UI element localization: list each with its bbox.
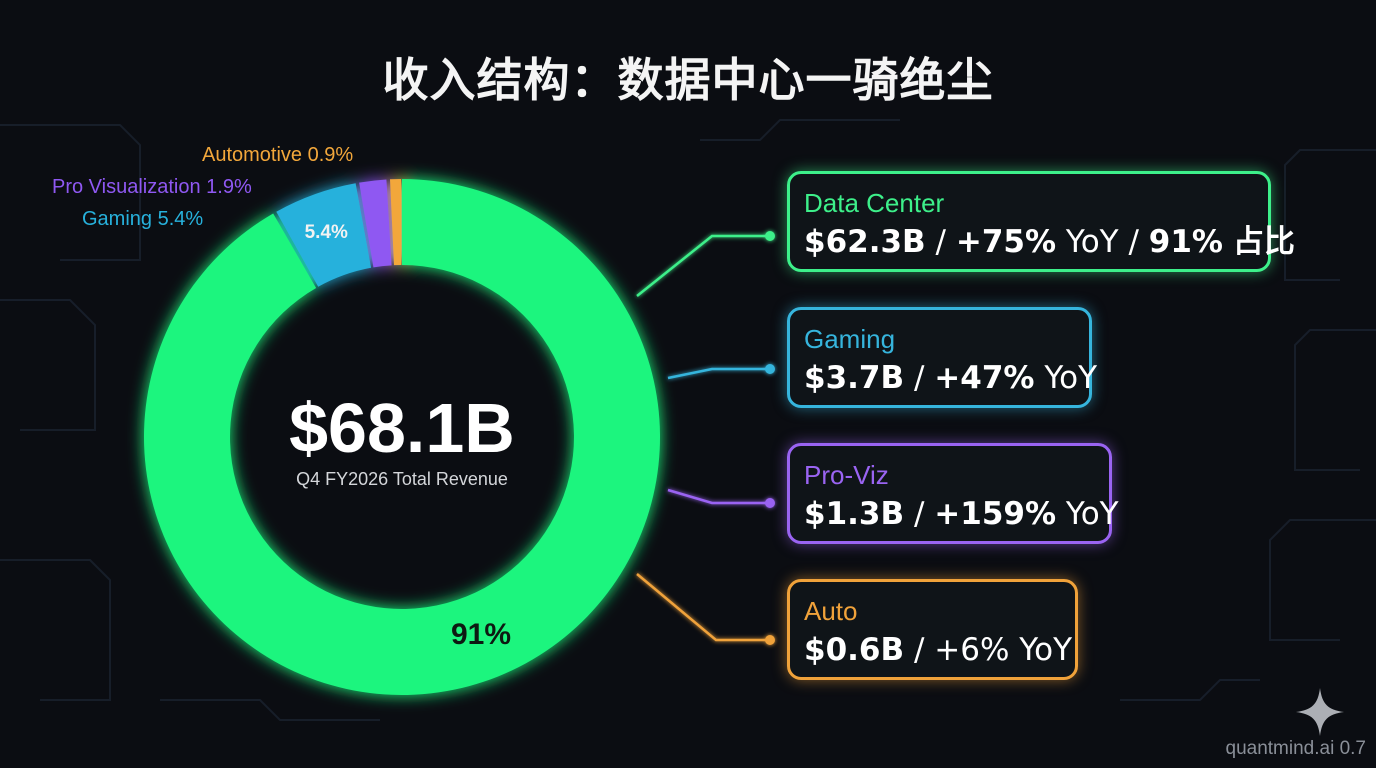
card-share-unit: 占比 [1232,224,1295,260]
card-stats: $3.7B / +47% YoY [804,360,1098,396]
card-yoy-unit: YoY [1065,496,1119,532]
connector-dot [765,364,775,374]
card-yoy-value: +75% [955,224,1057,260]
card-yoy-unit: YoY [1065,224,1119,260]
card-name: Pro-Viz [804,460,889,490]
connector-dot [765,231,775,241]
connector-line [636,573,770,642]
slice-inner-label: 91% [451,618,512,651]
card-name: Auto [804,596,858,626]
slice-outer-label: Automotive 0.9% [202,144,354,166]
page-title: 收入结构：数据中心一骑绝尘 [382,53,994,107]
card-yoy-value: +6% [934,632,1010,668]
card-stats: $62.3B / +75% YoY / 91% 占比 [804,224,1295,260]
slice-data-center [143,179,660,695]
card-share-value: 91% [1148,224,1223,260]
slice-inner-label: 5.4% [304,221,348,243]
slice-gaming [276,183,372,287]
card-revenue: $62.3B [804,224,926,260]
card-auto: Auto $0.6B / +6% YoY [787,579,1078,680]
card-yoy-value: +159% [934,496,1057,532]
card-revenue: $0.6B [804,632,905,668]
card-name: Gaming [804,324,896,354]
slice-outer-label: Gaming 5.4% [82,208,204,230]
card-gaming: Gaming $3.7B / +47% YoY [787,307,1098,408]
card-stats: $0.6B / +6% YoY [804,632,1073,668]
card-stats: $1.3B / +159% YoY [804,496,1119,532]
card-yoy-value: +47% [934,360,1035,396]
card-yoy-unit: YoY [1044,360,1098,396]
sparkle-icon [1296,688,1344,736]
card-name: Data Center [804,188,945,218]
card-yoy-unit: YoY [1019,632,1073,668]
card-revenue: $3.7B [804,360,905,396]
card-revenue: $1.3B [804,496,905,532]
connector-dot [765,498,775,508]
connector-dot [765,635,775,645]
slice-pro-visualization [359,179,392,268]
total-revenue-value: $68.1B [289,389,515,467]
total-revenue-caption: Q4 FY2026 Total Revenue [296,469,508,489]
watermark: quantmind.ai 0.7 [1225,738,1367,759]
slice-outer-label: Pro Visualization 1.9% [52,176,252,198]
card-pro-viz: Pro-Viz $1.3B / +159% YoY [787,443,1119,544]
connector-line [636,234,770,297]
connector-line [667,367,770,380]
card-data-center: Data Center $62.3B / +75% YoY / 91% 占比 [787,171,1295,272]
slice-automotive [389,179,402,266]
connector-line [667,488,770,505]
